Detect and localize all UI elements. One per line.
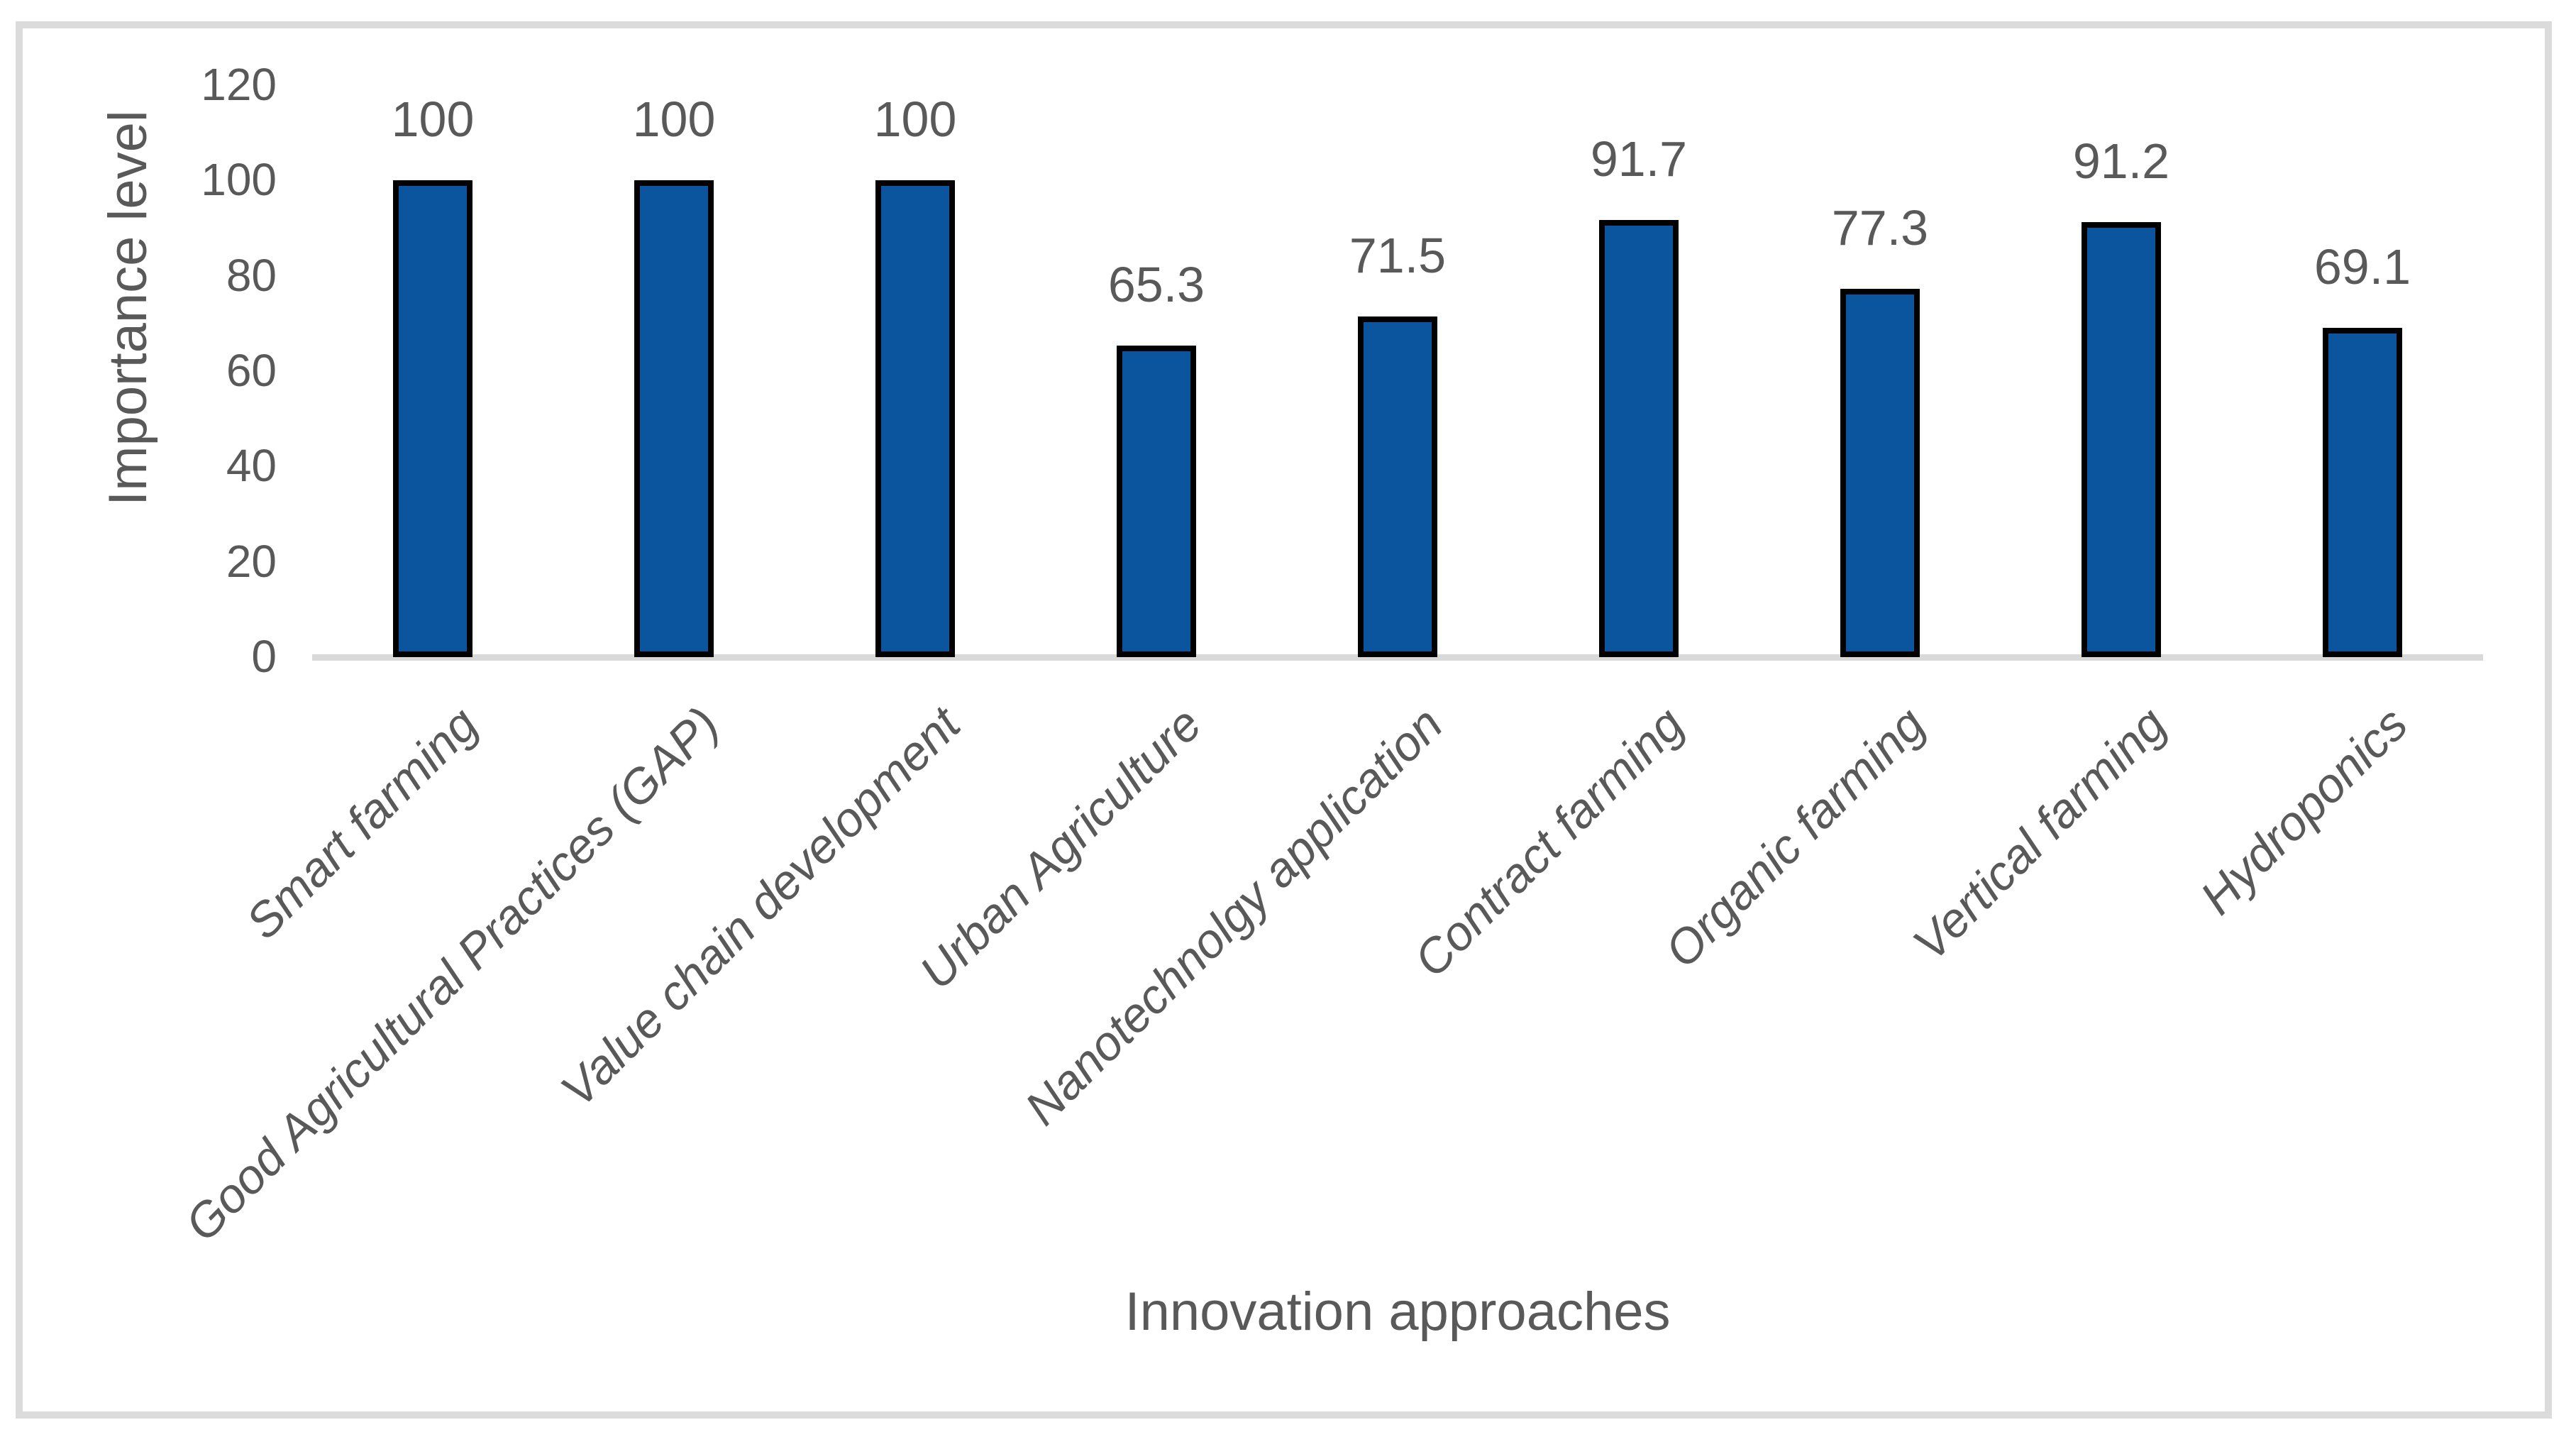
bar-smart-farming [393, 180, 472, 657]
y-tick-label-40: 40 [226, 440, 277, 492]
y-tick-label-0: 0 [251, 631, 277, 682]
bar-organic-farming [1840, 288, 1920, 657]
x-axis-baseline [312, 654, 2483, 661]
bar-good-agricultural-practices-gap [634, 180, 714, 657]
y-tick-label-100: 100 [201, 154, 277, 206]
y-tick-label-20: 20 [226, 535, 277, 587]
data-label-value-chain-development: 100 [873, 92, 957, 148]
data-label-organic-farming: 77.3 [1831, 199, 1929, 255]
bar-urban-agriculture [1117, 346, 1196, 657]
data-label-vertical-farming: 91.2 [2072, 133, 2170, 189]
bar-hydroponics [2323, 327, 2402, 657]
bar-value-chain-development [875, 180, 955, 657]
y-tick-label-80: 80 [226, 249, 277, 301]
data-label-contract-farming: 91.7 [1590, 131, 1688, 187]
data-label-hydroponics: 69.1 [2314, 238, 2411, 294]
data-label-smart-farming: 100 [391, 92, 475, 148]
bar-contract-farming [1599, 220, 1679, 657]
x-axis-title: Innovation approaches [1124, 1282, 1671, 1342]
data-label-urban-agriculture: 65.3 [1107, 257, 1205, 313]
figure-border [16, 21, 2552, 1419]
bar-nanotechnolgy-application [1358, 316, 1437, 657]
data-label-nanotechnolgy-application: 71.5 [1349, 227, 1447, 283]
data-label-good-agricultural-practices-gap: 100 [632, 92, 716, 148]
bar-vertical-farming [2082, 222, 2161, 657]
y-tick-label-60: 60 [226, 345, 277, 396]
y-tick-label-120: 120 [201, 59, 277, 110]
